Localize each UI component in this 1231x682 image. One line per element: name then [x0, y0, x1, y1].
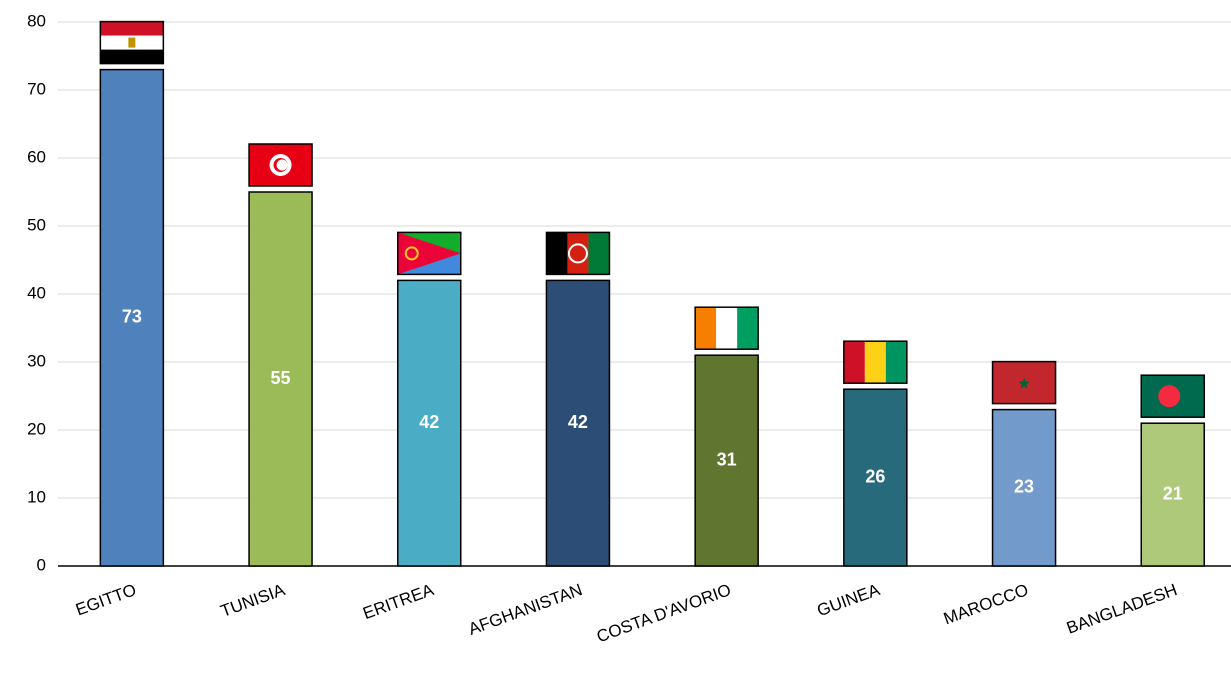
y-tick-label: 70 [27, 79, 46, 98]
bar [545, 279, 611, 567]
flag-border [991, 360, 1057, 405]
y-tick-label: 40 [27, 283, 46, 302]
x-tick-label: MAROCCO [941, 580, 1031, 628]
flag-icon [992, 361, 1056, 404]
value-label: 73 [122, 307, 142, 327]
y-tick-label: 0 [37, 555, 46, 574]
x-tick-label: EGITTO [73, 580, 139, 619]
flag-icon [100, 21, 164, 64]
bar [397, 279, 462, 567]
flag-border [397, 231, 462, 276]
flag-border [248, 143, 313, 187]
flag-icon [249, 144, 313, 186]
value-label: 55 [271, 368, 291, 388]
flag-border [843, 340, 908, 384]
value-label: 23 [1014, 477, 1034, 497]
bar [248, 191, 313, 567]
bar [843, 388, 908, 567]
x-tick-label: GUINEA [814, 580, 882, 620]
value-label: 26 [865, 466, 885, 486]
flag-icon [546, 232, 610, 275]
x-tick-label: BANGLADESH [1064, 580, 1180, 638]
value-label: 42 [419, 412, 439, 432]
x-tick-label: COSTA D'AVORIO [594, 580, 733, 646]
flag-border [545, 231, 611, 276]
bar [694, 354, 759, 567]
flag-icon [1141, 375, 1205, 418]
y-tick-label: 20 [27, 419, 46, 438]
flag-border [99, 20, 165, 65]
x-tick-label: TUNISIA [218, 580, 288, 621]
flag-border [1140, 374, 1205, 418]
y-tick-label: 30 [27, 351, 46, 370]
flag-icon [695, 307, 759, 350]
value-label: 21 [1163, 483, 1183, 503]
y-tick-label: 60 [27, 147, 46, 166]
flag-icon [843, 341, 907, 384]
x-tick-label: ERITREA [360, 580, 436, 623]
flag-border [694, 306, 759, 350]
bar [991, 408, 1057, 567]
value-label: 31 [717, 449, 737, 469]
value-label: 42 [568, 412, 588, 432]
flag-icon [397, 232, 461, 275]
x-tick-label: AFGHANISTAN [466, 580, 585, 639]
y-tick-label: 50 [27, 215, 46, 234]
bar [99, 68, 165, 567]
y-tick-label: 80 [27, 11, 46, 30]
y-tick-label: 10 [27, 487, 46, 506]
bar [1140, 422, 1205, 567]
